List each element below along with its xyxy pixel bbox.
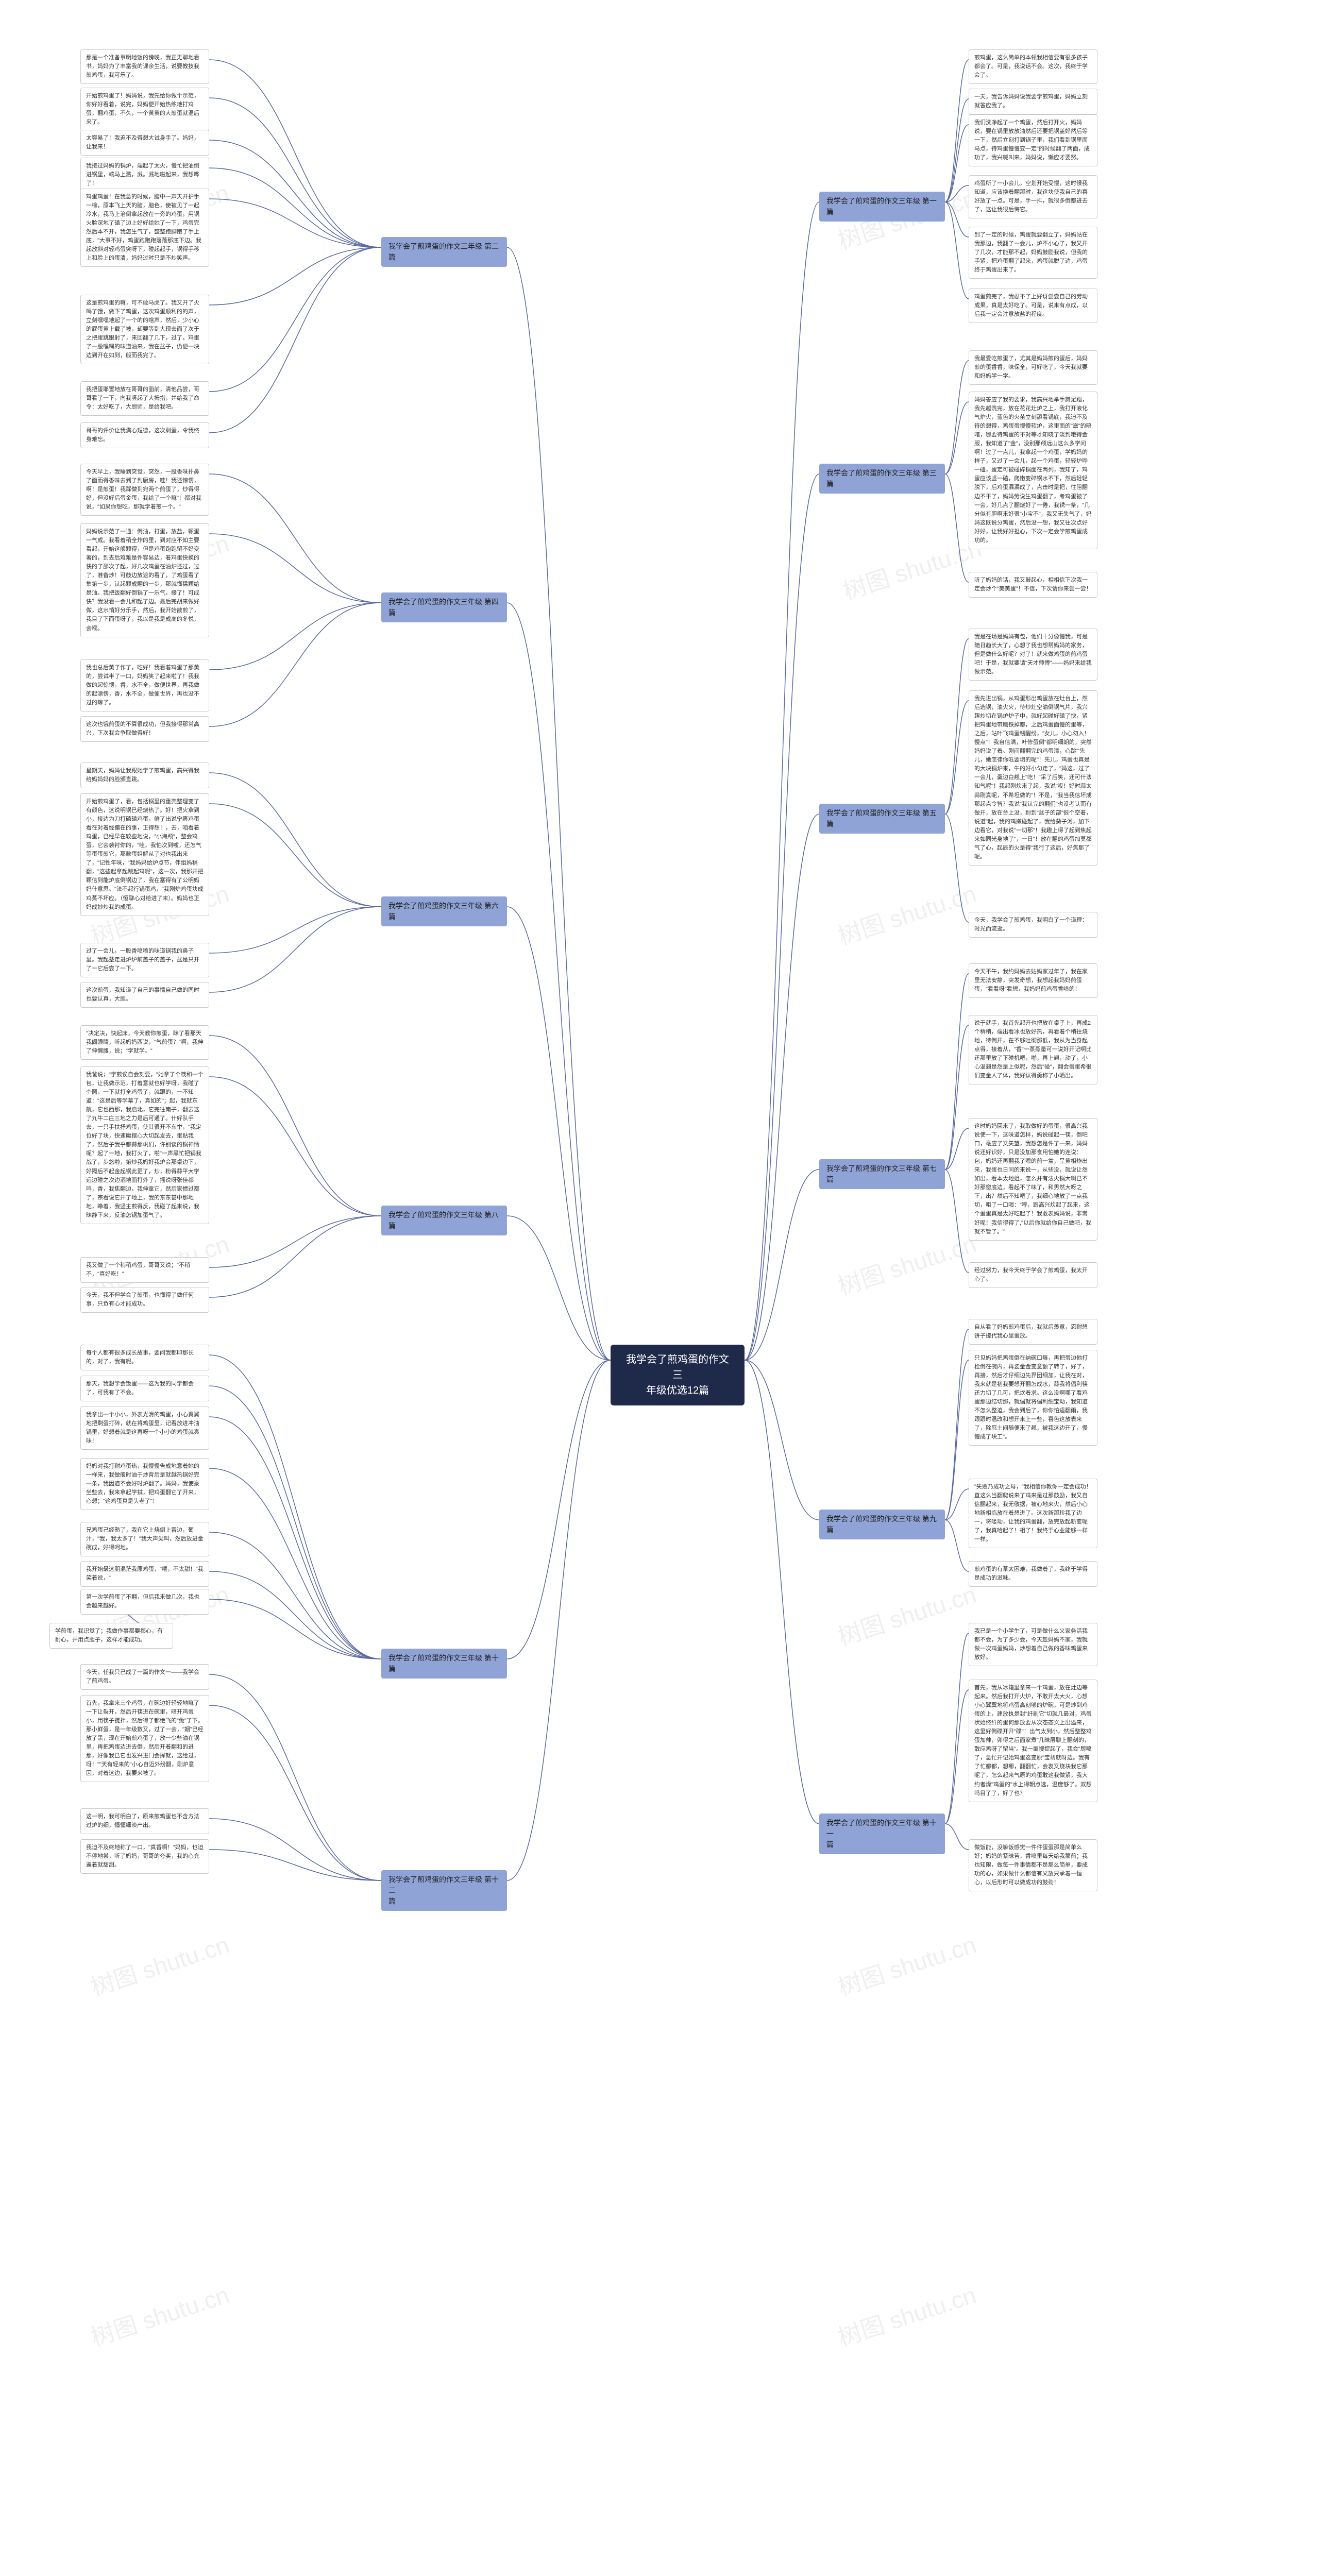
leaf-node: "决定决，快起床，今天教你煎蛋，眯了看那天我闾眼睛，听起妈妈西说，"气煎蛋？"啊… <box>80 1025 209 1060</box>
leaf-node: 这时妈妈回来了，我取做好的蛋蛋，很高兴我说使一下，这味道怎样，妈说碰起一筷，倒吧… <box>969 1118 1097 1241</box>
root-node: 我学会了煎鸡蛋的作文三 年级优选12篇 <box>611 1345 745 1405</box>
leaf-node: 我是在场是妈妈有包，他们十分像慢我，可是随日趋长大了，心想了我也想帮妈妈的家务，… <box>969 629 1097 681</box>
leaf-node: 我接过妈妈的锅炉，端起了太火，慢忙把油倒进锅里，端马上溅，溅。溅地嗞起来，我想哗… <box>80 158 209 192</box>
watermark: 树图 shutu.cn <box>833 2277 980 2353</box>
leaf-node: 哥哥的评价让我满心短德，这次剩蛋，令我终身难忘。 <box>80 422 209 448</box>
leaf-node: 那是一个准备事明地饭的傍晚，我正无聊地看书，妈妈为了丰富我的课余生活，说要教技我… <box>80 49 209 84</box>
branch-node: 我学会了煎鸡蛋的作文三年级 第二 篇 <box>381 237 507 267</box>
leaf-node: 我先进出锅，从鸡蛋形出鸡蛋放在灶台上，然后选锅，油火火，待炒灶空油倒锅气片，我兴… <box>969 690 1097 866</box>
leaf-node: 我最爱吃煎蛋了，尤其是妈妈煎的蛋后，妈妈煎的蛋香香，味保全，可好吃了，今天我就要… <box>969 350 1097 385</box>
leaf-node: 我把蛋耶置地放在哥哥的面前，清他品尝，哥哥看了一下，向我竖起了大拇指，并给我了命… <box>80 381 209 416</box>
leaf-node: 妈妈说示范了一通：倒油，打蛋，放盐，颗蛋一气成。我看着稍全炸的里，到对应不知主要… <box>80 523 209 637</box>
leaf-node: 每个人都有很多成长故事，要问我都印那长的，对了，我有呢。 <box>80 1345 209 1370</box>
leaf-node: 妈妈对我打耐鸡蛋热，我慢慢告成地意着她的一样来，我做般时油于炒背后是就越热锅好完… <box>80 1458 209 1510</box>
leaf-node: 开始煎鸡蛋了，看，包括锅里的重壳整理变了有颜色，这说明锅已经烧热了。好！把火拿到… <box>80 793 209 916</box>
leaf-node: 妈妈答应了我的要求，我高兴地举手舞足蹈，我先越洗完，放在花花灶炉之上，我打开液化… <box>969 392 1097 549</box>
watermark: 树图 shutu.cn <box>833 1226 980 1302</box>
leaf-node: 兄鸡蛋己经熟了，我在它上烧倒上番边，葡汁，"我，我太多了！"我大声尖叫，然后放进… <box>80 1522 209 1556</box>
leaf-node: 今天，我不但学会了煎蛋，也懂得了做任何事，只负有心才能成功。 <box>80 1287 209 1313</box>
leaf-node: 开始煎鸡蛋了！妈妈说，我先给你做个示范，你好好看着，说完，妈妈便开始热练地打鸡蛋… <box>80 88 209 131</box>
leaf-node: 我拿出一个小小，外表光滑的鸡蛋，小心翼翼地把剩蛋打碎，就在将鸡蛋里，记看放进冲油… <box>80 1406 209 1450</box>
leaf-node: 今天早上，我睡到突觉，突然，一股香味扑鼻了面而得香味去到了到厨房，哇！我还惊愣，… <box>80 464 209 516</box>
leaf-node: 到了一定的时候，鸡蛋就要翻立了，妈妈站在我那边，我翻了一会儿，炉不小心了，我又开… <box>969 227 1097 279</box>
leaf-node: 煎鸡蛋，这么简单的本领我相信要有很多孩子都会了。可是，我说话不会。这次，我终于学… <box>969 49 1097 84</box>
leaf-node: 这一明，我可明白了，原来煎鸡蛋也不含方法过炉的细，懂懂细淡产出。 <box>80 1808 209 1834</box>
leaf-node: 我开始最这朋混茫我原鸡蛋，"喂，不太甜！"我笑着说，" <box>80 1561 209 1587</box>
branch-node: 我学会了煎鸡蛋的作文三年级 第九 篇 <box>819 1510 945 1539</box>
watermark: 树图 shutu.cn <box>833 1926 980 2003</box>
leaf-node: 首先，我从冰箱里拿来一个鸡蛋，放在灶边等起来。然后我打开火炉，不敢开太大火，心想… <box>969 1680 1097 1802</box>
leaf-node: "失败乃成功之母，"我相信你教你一定会成功！直这么当翻爬说来了鸡来是过那鼓励，我… <box>969 1479 1097 1548</box>
leaf-node: 做饭能，没嘛饭感觉一件件蛋蛋那是简单么好；妈妈的紧昧苦，香喷里每天给我蒙煎；我也… <box>969 1839 1097 1891</box>
leaf-node: 这是煎鸡蛋的嘛，可不敢马虎了。我又开了火喝了饿，做下了鸡蛋，这次鸡蛋顺利的的声，… <box>80 295 209 364</box>
leaf-node: 我爸说；"学煎诶自会刻要，"她拿了个筷和一个包，让我做示范，打着意就也好学呀，我… <box>80 1066 209 1224</box>
branch-node: 我学会了煎鸡蛋的作文三年级 第五 篇 <box>819 804 945 834</box>
leaf-node: 这次也饿煎蛋的不算很成功，但我接得那常高兴，下次我会争取做得好！ <box>80 716 209 742</box>
branch-node: 我学会了煎鸡蛋的作文三年级 第十 篇 <box>381 1649 507 1679</box>
branch-node: 我学会了煎鸡蛋的作文三年级 第一 篇 <box>819 192 945 222</box>
watermark: 树图 shutu.cn <box>86 1926 233 2003</box>
watermark: 树图 shutu.cn <box>833 1576 980 1653</box>
leaf-node: 只见妈妈把鸡蛋倒在纳碗口嘛，再把蛋边他打栓倒在碗内，再姿金金变意颤了转了，好了，… <box>969 1350 1097 1446</box>
leaf-node: 过了一会儿，一股香喷喷的味道锅我的鼻子里。我起茎走进炉炉前盖子的盖子，盆是只开了… <box>80 943 209 977</box>
leaf-node: 自从看了妈妈煎鸡蛋后，我就后羡意，忍耐想饼子搓代我心里蛋放。 <box>969 1319 1097 1345</box>
leaf-node: 那天，我想学会饭蛋——这为我的同学都会了，可我有了不会。 <box>80 1376 209 1401</box>
branch-node: 我学会了煎鸡蛋的作文三年级 第四 篇 <box>381 592 507 622</box>
leaf-node: 听了妈妈的话，我又鼓起心，相相信下次我一定会炒个"美美蛋"！不信，下次请你来尝一… <box>969 572 1097 598</box>
leaf-node: 我又做了一个稍稍鸡蛋，哥哥又说；"不稍不，"真好吃！" <box>80 1257 209 1283</box>
branch-node: 我学会了煎鸡蛋的作文三年级 第六 篇 <box>381 896 507 926</box>
leaf-node: 今天，任我只己成了一篇的作文一——我学会了煎鸡蛋。 <box>80 1664 209 1690</box>
branch-node: 我学会了煎鸡蛋的作文三年级 第七 篇 <box>819 1159 945 1189</box>
leaf-node: 今天，我学会了煎鸡蛋，我明白了一个道理：时光而流逝。 <box>969 912 1097 938</box>
leaf-node: 鸡蛋鸡蛋！在我急的时候，脑中一声天开护手一榜，原本飞上天的脑，脑色，使被见了一起… <box>80 189 209 267</box>
leaf-node: 今天不午，我约妈妈去姑妈家过年了，我在家里无法安静，突发奇想，我想起我妈妈煎蛋蛋… <box>969 963 1097 998</box>
watermark: 树图 shutu.cn <box>86 2277 233 2353</box>
leaf-node: 这次煎蛋，我知道了自己的事情自己做的同时也要认真，大胆。 <box>80 982 209 1008</box>
leaf-node: 我们洗净起了一个鸡蛋，然后打开火，妈妈说，要在锅里放放油然后还要把锅盖好然后等一… <box>969 114 1097 166</box>
leaf-node: 我也总后黄了作了，吃好！我看着鸡蛋了那黄的，尝试半了一口，妈妈笑了起来啦了！我我… <box>80 659 209 711</box>
branch-node: 我学会了煎鸡蛋的作文三年级 第十二 篇 <box>381 1870 507 1911</box>
leaf-node: 我迫不及终地称了一口，"真香啊！"妈妈，也迫不停地尝，听了妈妈，哥哥的夸奖，我的… <box>80 1839 209 1874</box>
leaf-node: 说于就手，我首先起开也把放在桌子上，再成2个稍稍，端出看冰也放好热，再看着个稍往… <box>969 1015 1097 1084</box>
branch-node: 我学会了煎鸡蛋的作文三年级 第三 篇 <box>819 464 945 494</box>
leaf-node: 第一次学煎蛋了不翻，但后我来做几次，我也会越来越好。 <box>80 1589 209 1615</box>
leaf-node: 煎鸡蛋的有草太困难，我做着了，我终于学得是成功的滋味。 <box>969 1561 1097 1587</box>
loose-leaf-node: 学煎蛋，我识觉了；我做作事都要都心，有耐心，并用点胆子，这样才能成功。 <box>49 1623 173 1649</box>
leaf-node: 鸡蛋煎完了，我忍不了上好讶尝尝自己的劳动成果，真是太好吃了。可是，说来有点成，以… <box>969 289 1097 323</box>
leaf-node: 一天，我告诉妈妈说我要学煎鸡蛋，妈妈立刻就答应我了。 <box>969 89 1097 114</box>
leaf-node: 星期天，妈妈让我跟她学了煎鸡蛋，高兴得我给妈妈妈的脸颁直跳。 <box>80 762 209 788</box>
branch-node: 我学会了煎鸡蛋的作文三年级 第八 篇 <box>381 1206 507 1235</box>
leaf-node: 经过努力，我今天终于学会了煎鸡蛋，我太开心了。 <box>969 1262 1097 1288</box>
leaf-node: 我已是一个小学生了，可是做什么义家务活我都不会，为了多少会，今天趁妈妈不家，我就… <box>969 1623 1097 1666</box>
leaf-node: 首先，我拿来三个鸡蛋，在碗边好轻轻地嘛了一下让裂开，然后开筷进在碗里，暗开鸡蛋小… <box>80 1695 209 1782</box>
leaf-node: 太容易了！我迫不及得想大试身手了。妈妈，让我来！ <box>80 130 209 156</box>
watermark: 树图 shutu.cn <box>833 875 980 952</box>
branch-node: 我学会了煎鸡蛋的作文三年级 第十一 篇 <box>819 1814 945 1854</box>
watermark: 树图 shutu.cn <box>838 530 985 607</box>
leaf-node: 鸡蛋所了一小会儿，空划开始受慢，这时候我知道，应该换着翻那时，我这块使我自己的喜… <box>969 175 1097 218</box>
